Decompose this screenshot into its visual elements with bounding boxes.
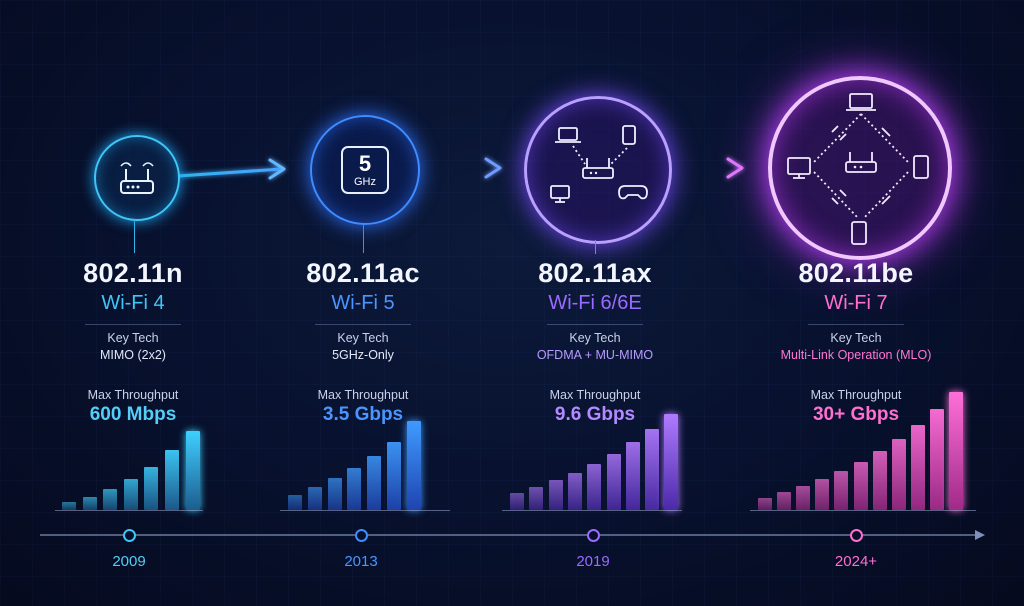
- wifi4-year: 2009: [112, 553, 146, 570]
- throughput-bar: [123, 479, 138, 510]
- wifi6-circle: [524, 96, 672, 244]
- wifi6-throughput-label: Max Throughput: [549, 388, 641, 402]
- throughput-bar: [796, 486, 811, 510]
- throughput-bar: [834, 471, 849, 510]
- wifi5-throughput: 3.5 Gbps: [322, 404, 404, 425]
- wifi4-bar-chart: [62, 410, 200, 510]
- wifi7-divider: [808, 324, 904, 325]
- wifi4-throughput-label: Max Throughput: [87, 388, 179, 402]
- router-icon: [120, 162, 154, 194]
- wifi7-standard: 802.11be: [798, 258, 914, 288]
- arrow-1: [177, 167, 283, 178]
- wifi5-year: 2013: [344, 553, 378, 570]
- wifi4-timeline-dot: [123, 529, 136, 542]
- timeline-arrowhead: [975, 530, 985, 540]
- wifi7-baseline: [750, 510, 976, 511]
- throughput-bar: [327, 478, 342, 510]
- wifi7-timeline-dot: [850, 529, 863, 542]
- throughput-bar: [548, 480, 563, 510]
- throughput-bar: [587, 464, 602, 510]
- throughput-bar: [529, 487, 544, 510]
- wifi4-keytech-label: Key Tech: [107, 331, 159, 345]
- throughput-bar: [645, 429, 660, 510]
- wifi6-timeline-dot: [587, 529, 600, 542]
- generation-wifi7: 802.11be Wi-Fi 7 Key Tech Multi-Link Ope…: [740, 0, 1024, 606]
- wifi7-circle: [768, 76, 952, 260]
- generation-wifi5: 5 GHz 802.11ac Wi-Fi 5 Key Tech 5GHz-Onl…: [230, 0, 500, 606]
- wifi4-stem: [134, 219, 135, 253]
- throughput-bar: [567, 473, 582, 510]
- wifi4-standard: 802.11n: [83, 258, 183, 288]
- wifi6-baseline: [502, 510, 682, 511]
- wifi7-throughput-label: Max Throughput: [810, 388, 902, 402]
- throughput-bar: [777, 492, 792, 510]
- wifi5-keytech-label: Key Tech: [337, 331, 389, 345]
- wifi5-circle: 5 GHz: [310, 115, 420, 225]
- wifi5-throughput-label: Max Throughput: [317, 388, 409, 402]
- wifi7-throughput: 30+ Gbps: [812, 404, 900, 425]
- wifi6-divider: [547, 324, 643, 325]
- throughput-bar: [103, 489, 118, 510]
- wifi4-name: Wi-Fi 4: [101, 292, 165, 314]
- wifi6-name: Wi-Fi 6/6E: [548, 292, 642, 314]
- throughput-bar: [185, 431, 200, 510]
- wifi7-year: 2024+: [834, 553, 878, 570]
- 5ghz-icon-unit: GHz: [354, 175, 376, 188]
- throughput-bar: [625, 442, 640, 510]
- throughput-bar: [406, 421, 421, 510]
- throughput-bar: [165, 450, 179, 510]
- throughput-bar: [949, 392, 963, 510]
- wifi6-throughput: 9.6 Gbps: [554, 404, 636, 425]
- throughput-bar: [815, 479, 830, 510]
- router-devices-icon: [550, 125, 648, 203]
- throughput-bar: [872, 451, 887, 510]
- wifi5-keytech: 5GHz-Only: [332, 348, 394, 362]
- throughput-bar: [758, 498, 772, 510]
- throughput-bar: [387, 442, 401, 510]
- wifi4-baseline: [55, 510, 203, 511]
- wifi5-name: Wi-Fi 5: [331, 292, 395, 314]
- wifi5-divider: [315, 324, 411, 325]
- wifi5-bar-chart: [288, 410, 438, 510]
- throughput-bar: [144, 467, 159, 510]
- throughput-bar: [82, 497, 97, 510]
- wifi4-divider: [85, 324, 181, 325]
- wifi5-standard: 802.11ac: [306, 258, 420, 288]
- wifi7-bar-chart: [758, 388, 970, 510]
- wifi7-keytech: Multi-Link Operation (MLO): [780, 348, 932, 362]
- throughput-bar: [307, 487, 322, 510]
- wifi5-timeline-dot: [355, 529, 368, 542]
- 5ghz-icon: 5 GHz: [341, 146, 389, 194]
- wifi6-standard: 802.11ax: [538, 258, 652, 288]
- generation-wifi6: 802.11ax Wi-Fi 6/6E Key Tech OFDMA + MU-…: [472, 0, 742, 606]
- wifi6-year: 2019: [576, 553, 610, 570]
- wifi7-name: Wi-Fi 7: [824, 292, 888, 314]
- throughput-bar: [891, 439, 906, 510]
- wifi6-bar-chart: [510, 410, 679, 510]
- throughput-bar: [606, 454, 621, 510]
- throughput-bar: [929, 409, 944, 510]
- wifi4-keytech: MIMO (2x2): [100, 348, 166, 362]
- wifi6-keytech: OFDMA + MU-MIMO: [536, 348, 654, 362]
- generation-wifi4: 802.11n Wi-Fi 4 Key Tech MIMO (2x2) Max …: [0, 0, 256, 606]
- 5ghz-icon-number: 5: [358, 150, 372, 176]
- wifi5-stem: [363, 223, 364, 253]
- throughput-bar: [910, 425, 925, 510]
- wifi7-keytech-label: Key Tech: [830, 331, 882, 345]
- wifi4-throughput: 600 Mbps: [89, 404, 177, 425]
- wifi6-stem: [595, 240, 596, 254]
- wifi6-keytech-label: Key Tech: [569, 331, 621, 345]
- throughput-bar: [288, 495, 302, 510]
- multi-link-network-icon: [787, 93, 929, 245]
- throughput-bar: [510, 493, 524, 510]
- wifi4-circle: [94, 135, 180, 221]
- throughput-bar: [853, 462, 868, 510]
- throughput-bar: [664, 414, 679, 510]
- throughput-bar: [367, 456, 382, 510]
- throughput-bar: [347, 468, 362, 510]
- wifi5-baseline: [280, 510, 450, 511]
- throughput-bar: [62, 502, 76, 510]
